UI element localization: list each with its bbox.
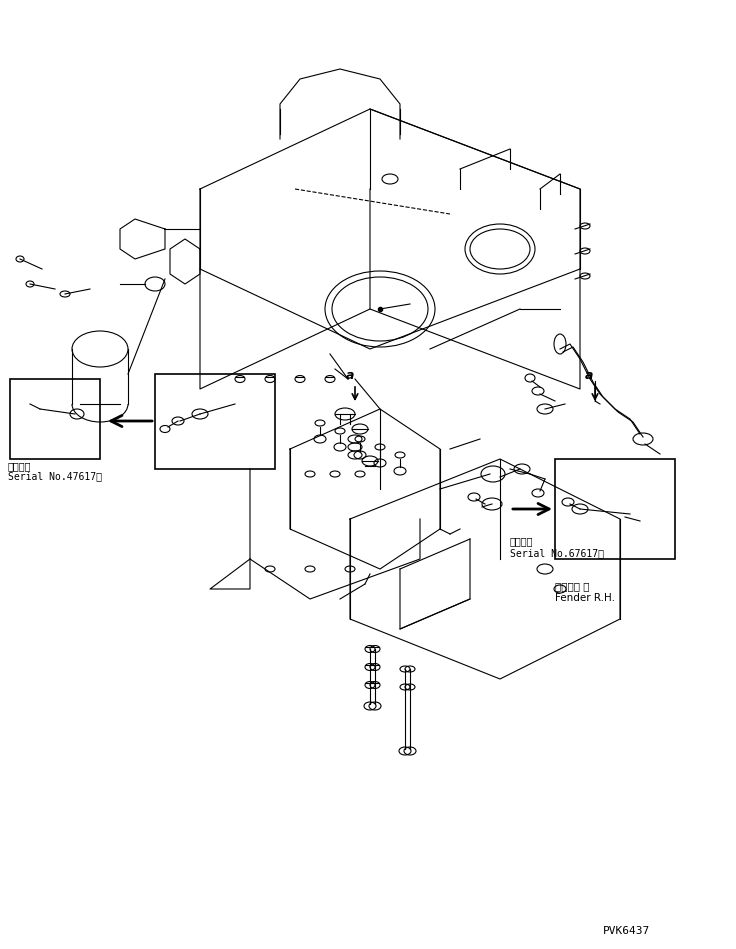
Text: a: a — [346, 369, 354, 382]
Text: 適用号機: 適用号機 — [8, 461, 32, 471]
Text: PVK6437: PVK6437 — [603, 926, 650, 936]
Text: Fender R.H.: Fender R.H. — [555, 593, 615, 603]
Text: Serial No.67617～: Serial No.67617～ — [510, 548, 604, 558]
Bar — [10, 379, 100, 459]
Text: フェンダ 右: フェンダ 右 — [555, 581, 590, 591]
Text: Serial No.47617～: Serial No.47617～ — [8, 471, 102, 481]
Bar — [555, 459, 675, 559]
Bar — [155, 374, 275, 469]
Text: 適用号機: 適用号機 — [510, 536, 534, 546]
Text: a: a — [585, 369, 593, 382]
